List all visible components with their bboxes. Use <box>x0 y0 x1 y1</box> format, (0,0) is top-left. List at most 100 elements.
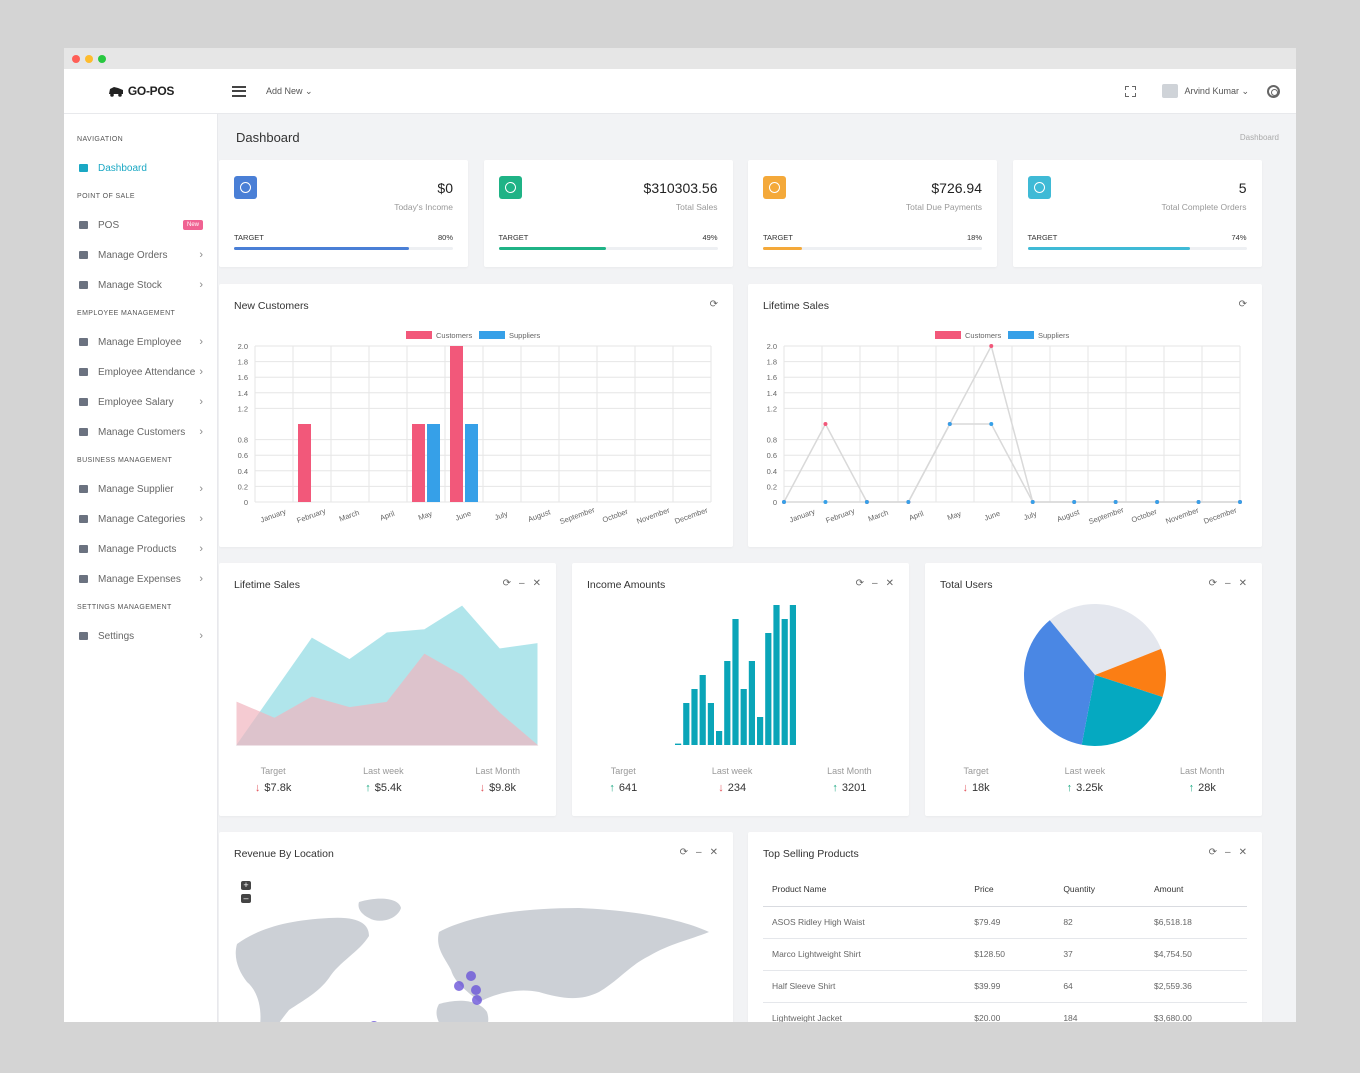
kpi-label: Target <box>963 766 989 776</box>
refresh-icon[interactable]: ⟳ <box>679 847 689 858</box>
bar[interactable] <box>683 703 690 745</box>
close-icon[interactable]: ✕ <box>709 847 718 858</box>
refresh-icon[interactable]: ⟳ <box>1208 578 1218 589</box>
bar[interactable] <box>298 424 311 502</box>
close-icon[interactable]: ✕ <box>1238 578 1247 589</box>
bar[interactable] <box>781 619 788 745</box>
refresh-icon[interactable]: ⟳ <box>1208 847 1218 858</box>
column-header[interactable]: Quantity <box>1054 872 1146 907</box>
map-marker[interactable] <box>454 981 464 991</box>
stat-value: $0 <box>437 180 453 196</box>
bar[interactable] <box>724 661 731 745</box>
zoom-out-button[interactable]: – <box>241 894 251 903</box>
map-marker[interactable] <box>369 1021 379 1022</box>
bar[interactable] <box>427 424 440 502</box>
bar[interactable] <box>757 717 764 745</box>
sidebar-item-settings[interactable]: Settings › <box>64 621 217 651</box>
data-point[interactable] <box>1196 500 1201 504</box>
close-icon[interactable]: ✕ <box>885 578 894 589</box>
data-point[interactable] <box>906 500 911 504</box>
menu-toggle-icon[interactable] <box>232 85 246 97</box>
bar[interactable] <box>707 703 714 745</box>
user-menu[interactable]: Arvind Kumar ⌄ <box>1162 84 1249 98</box>
data-point[interactable] <box>1072 500 1077 504</box>
settings-gear-icon[interactable] <box>1267 84 1280 98</box>
minimize-icon[interactable]: – <box>872 578 878 589</box>
bar[interactable] <box>699 675 706 745</box>
cart-icon <box>498 176 522 199</box>
sidebar-item-label: Manage Categories <box>98 513 186 525</box>
minimize-icon[interactable]: – <box>519 578 525 589</box>
data-point[interactable] <box>1113 500 1118 504</box>
map-marker[interactable] <box>466 971 476 981</box>
data-point[interactable] <box>782 500 786 504</box>
pie-slice[interactable] <box>1049 604 1162 675</box>
bar[interactable] <box>412 424 425 502</box>
bar[interactable] <box>789 605 796 745</box>
sidebar-item-employee-attendance[interactable]: Employee Attendance › <box>64 357 217 387</box>
close-icon[interactable]: ✕ <box>1238 847 1247 858</box>
sidebar-item-manage-employee[interactable]: Manage Employee › <box>64 327 217 357</box>
kpi-value: 18k <box>971 782 990 794</box>
refresh-icon[interactable]: ⟳ <box>709 299 718 310</box>
table-row[interactable]: ASOS Ridley High Waist $79.49 82 $6,518.18 <box>763 906 1247 939</box>
sidebar-item-manage-orders[interactable]: Manage Orders › <box>64 240 217 270</box>
minimize-icon[interactable]: – <box>1225 847 1231 858</box>
data-point[interactable] <box>1155 500 1160 504</box>
table-row[interactable]: Lightweight Jacket $20.00 184 $3,680.00 <box>763 1002 1247 1022</box>
close-window-dot[interactable] <box>72 54 80 63</box>
column-header[interactable]: Product Name <box>763 872 966 907</box>
bar[interactable] <box>450 346 463 502</box>
bar[interactable] <box>748 661 755 745</box>
pie-slice[interactable] <box>1095 648 1166 697</box>
sidebar-item-pos[interactable]: POS New <box>64 210 217 240</box>
column-header[interactable]: Price <box>965 872 1055 907</box>
fullscreen-icon[interactable] <box>1124 84 1138 98</box>
bar[interactable] <box>675 743 682 745</box>
data-point[interactable] <box>1030 500 1035 504</box>
bar[interactable] <box>773 605 780 745</box>
refresh-icon[interactable]: ⟳ <box>1238 299 1247 310</box>
maximize-window-dot[interactable] <box>98 54 106 63</box>
bar[interactable] <box>691 689 698 745</box>
map-marker[interactable] <box>472 995 482 1005</box>
close-icon[interactable]: ✕ <box>532 578 541 589</box>
bar[interactable] <box>465 424 478 502</box>
sidebar-item-manage-expenses[interactable]: Manage Expenses › <box>64 564 217 594</box>
sidebar-item-manage-customers[interactable]: Manage Customers › <box>64 417 217 447</box>
refresh-icon[interactable]: ⟳ <box>855 578 865 589</box>
x-tick-label: July <box>1022 509 1038 522</box>
logo[interactable]: GO-POS <box>64 84 218 98</box>
bar[interactable] <box>765 633 772 745</box>
minimize-icon[interactable]: – <box>1225 578 1231 589</box>
bar[interactable] <box>716 731 723 745</box>
sidebar-item-manage-stock[interactable]: Manage Stock › <box>64 270 217 300</box>
sidebar-item-manage-categories[interactable]: Manage Categories › <box>64 504 217 534</box>
data-point[interactable] <box>864 500 869 504</box>
column-header[interactable]: Amount <box>1145 872 1247 907</box>
data-point[interactable] <box>823 422 828 426</box>
data-point[interactable] <box>947 422 952 426</box>
pie-slice[interactable] <box>1081 675 1163 746</box>
minimize-icon[interactable]: – <box>696 847 702 858</box>
sidebar-item-manage-products[interactable]: Manage Products › <box>64 534 217 564</box>
data-point[interactable] <box>1238 500 1242 504</box>
map-marker[interactable] <box>471 985 481 995</box>
refresh-icon[interactable]: ⟳ <box>502 578 512 589</box>
breadcrumb[interactable]: Dashboard <box>1239 132 1279 142</box>
add-new-dropdown[interactable]: Add New ⌄ <box>266 85 313 96</box>
data-point[interactable] <box>823 500 828 504</box>
table-row[interactable]: Marco Lightweight Shirt $128.50 37 $4,754.5… <box>763 938 1247 971</box>
sidebar-item-dashboard[interactable]: Dashboard <box>64 153 217 183</box>
zoom-in-button[interactable]: + <box>241 881 251 890</box>
bar[interactable] <box>732 619 739 745</box>
minimize-window-dot[interactable] <box>85 54 93 63</box>
sidebar-item-manage-supplier[interactable]: Manage Supplier › <box>64 474 217 504</box>
table-row[interactable]: Half Sleeve Shirt $39.99 64 $2,559.36 <box>763 970 1247 1003</box>
pie-slice[interactable] <box>1024 620 1095 745</box>
target-progress-bar <box>1027 247 1247 250</box>
data-point[interactable] <box>989 422 994 426</box>
bar[interactable] <box>740 689 747 745</box>
sidebar-item-employee-salary[interactable]: Employee Salary › <box>64 387 217 417</box>
data-point[interactable] <box>989 344 994 348</box>
